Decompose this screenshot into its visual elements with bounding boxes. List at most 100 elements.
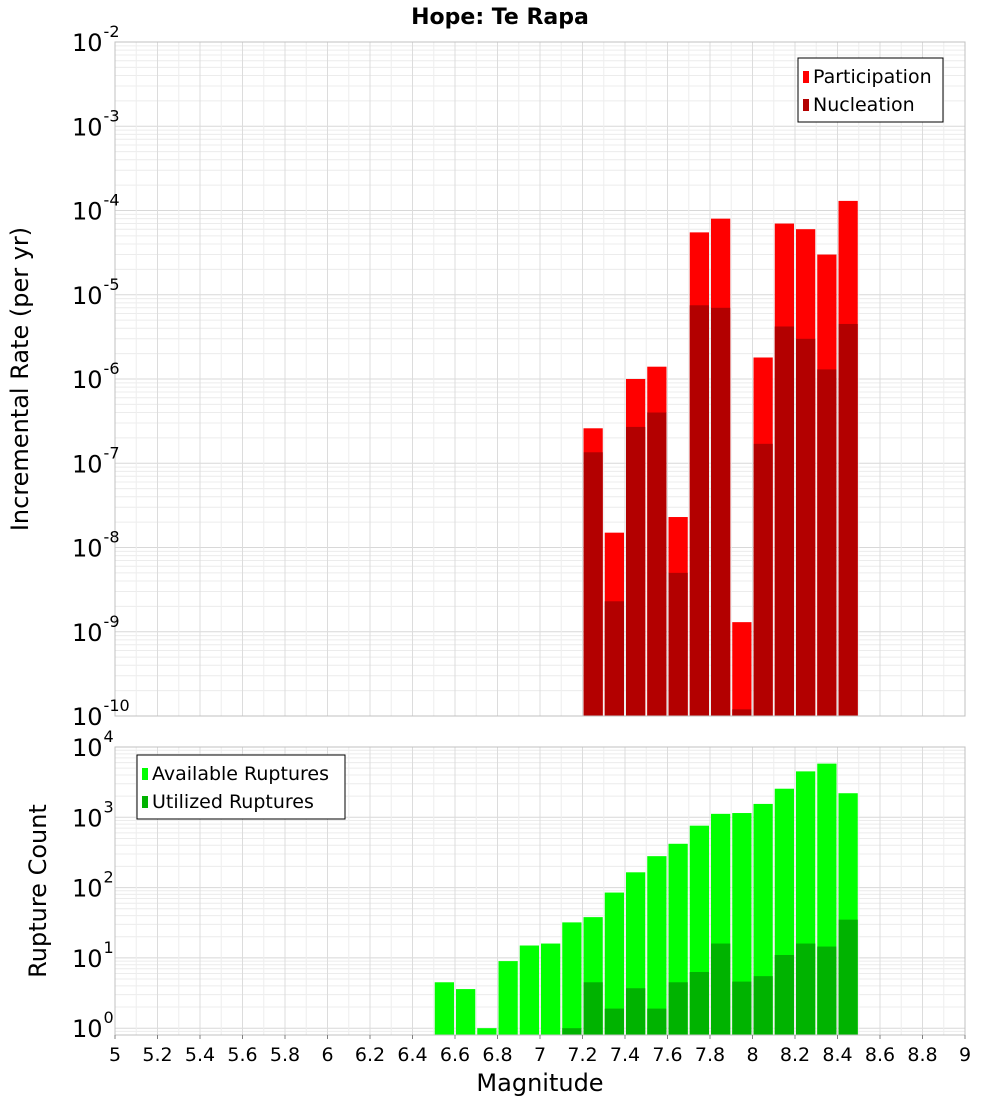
bar xyxy=(689,971,709,1035)
bar xyxy=(647,856,667,1035)
y-axis-label: Incremental Rate (per yr) xyxy=(6,227,34,531)
bar xyxy=(562,1028,582,1035)
x-tick-label: 5.4 xyxy=(185,1044,215,1066)
y-tick-label: 10-10 xyxy=(72,696,130,731)
bar xyxy=(583,982,603,1035)
y-tick-label: 10-2 xyxy=(72,22,120,57)
y-tick-label: 10-5 xyxy=(72,275,120,310)
bars xyxy=(583,200,858,717)
bar xyxy=(519,945,539,1035)
series-utilized-ruptures xyxy=(562,919,858,1035)
y-tick-label: 10-9 xyxy=(72,612,120,647)
chart-title: Hope: Te Rapa xyxy=(411,5,589,30)
bar xyxy=(732,981,752,1035)
x-tick-label: 7.2 xyxy=(567,1044,597,1066)
bar xyxy=(647,1008,667,1035)
bar xyxy=(604,1008,624,1035)
grid xyxy=(114,41,966,717)
x-tick-label: 9 xyxy=(959,1044,971,1066)
rupture-count-panel: 100 101 102 103 104 Rupture Count Available Ru… xyxy=(24,727,971,1097)
bar xyxy=(456,989,476,1035)
bar xyxy=(498,961,518,1035)
x-tick-label: 7.4 xyxy=(610,1044,640,1066)
x-tick-label: 8.8 xyxy=(907,1044,937,1066)
x-tick-label: 5.8 xyxy=(270,1044,300,1066)
legend-label: Participation xyxy=(813,66,932,88)
bar xyxy=(434,982,454,1035)
bar xyxy=(796,943,816,1035)
y-axis-label: Rupture Count xyxy=(24,804,52,978)
series-nucleation xyxy=(583,305,858,716)
bar xyxy=(838,919,858,1035)
x-tick-label: 8 xyxy=(746,1044,758,1066)
legend-swatch xyxy=(803,71,809,83)
y-tick-label: 101 xyxy=(72,938,114,973)
bar xyxy=(817,946,837,1035)
y-tick-label: 104 xyxy=(72,727,114,762)
bar xyxy=(668,572,688,716)
y-tick-label: 102 xyxy=(72,868,114,903)
x-tick-label: 8.2 xyxy=(780,1044,810,1066)
plot-border xyxy=(114,41,966,717)
legend-label: Utilized Ruptures xyxy=(152,791,314,813)
legend-box xyxy=(136,754,346,820)
bars xyxy=(434,763,858,1035)
x-tick-label: 6.6 xyxy=(440,1044,470,1066)
bar xyxy=(774,954,794,1035)
bar xyxy=(604,601,624,716)
bar xyxy=(583,452,603,716)
bar xyxy=(626,426,646,716)
bar xyxy=(647,412,667,716)
x-tick-label: 6.8 xyxy=(482,1044,512,1066)
legend-swatch xyxy=(142,796,148,808)
bar xyxy=(477,1028,497,1035)
y-tick-labels: 100 101 102 103 104 xyxy=(72,727,114,1043)
bar xyxy=(626,988,646,1035)
bar xyxy=(838,323,858,716)
y-tick-label: 10-7 xyxy=(72,443,120,478)
legend-label: Nucleation xyxy=(813,94,915,116)
bar xyxy=(753,976,773,1035)
bar xyxy=(817,369,837,716)
bar xyxy=(668,982,688,1035)
legend: Participation Nucleation xyxy=(797,57,944,123)
bar xyxy=(711,307,731,716)
x-tick-label: 5.2 xyxy=(142,1044,172,1066)
bar xyxy=(604,892,624,1035)
y-tick-label: 10-4 xyxy=(72,191,120,226)
x-tick-label: 7 xyxy=(534,1044,546,1066)
y-tick-label: 10-6 xyxy=(72,359,120,394)
y-tick-label: 10-3 xyxy=(72,106,120,141)
x-axis-label: Magnitude xyxy=(476,1069,603,1097)
bar xyxy=(774,326,794,716)
x-tick-label: 5.6 xyxy=(227,1044,257,1066)
legend-swatch xyxy=(803,99,809,111)
x-tick-label: 7.6 xyxy=(652,1044,682,1066)
legend-label: Available Ruptures xyxy=(152,763,329,785)
bar xyxy=(753,443,773,716)
x-tick-label: 6 xyxy=(321,1044,333,1066)
bar xyxy=(796,338,816,716)
bar xyxy=(732,709,752,716)
x-tick-label: 7.8 xyxy=(695,1044,725,1066)
bar xyxy=(541,943,561,1035)
x-tick-label: 6.2 xyxy=(355,1044,385,1066)
legend-box xyxy=(797,57,944,123)
legend-swatch xyxy=(142,768,148,780)
y-tick-label: 103 xyxy=(72,797,114,832)
x-tick-label: 8.4 xyxy=(822,1044,852,1066)
x-tick-label: 8.6 xyxy=(865,1044,895,1066)
x-tick-label: 6.4 xyxy=(397,1044,427,1066)
y-tick-label: 10-8 xyxy=(72,528,120,563)
bar xyxy=(732,622,752,716)
y-tick-labels: 10-10 10-9 10-8 10-7 10-6 10-5 10-4 10-3 10-2 xyxy=(72,22,130,731)
rate-panel: 10-10 10-9 10-8 10-7 10-6 10-5 10-4 10-3 10-2 Inc… xyxy=(6,22,966,731)
legend: Available Ruptures Utilized Ruptures xyxy=(136,754,346,820)
x-tick-labels: 5 5.2 5.4 5.6 5.8 6 6.2 6.4 6.6 6.8 7 7.2 7.4 7.6 7.8 8… xyxy=(109,1035,971,1066)
bar xyxy=(689,305,709,716)
bar xyxy=(732,813,752,1035)
bar xyxy=(562,922,582,1035)
y-tick-label: 100 xyxy=(72,1008,114,1043)
